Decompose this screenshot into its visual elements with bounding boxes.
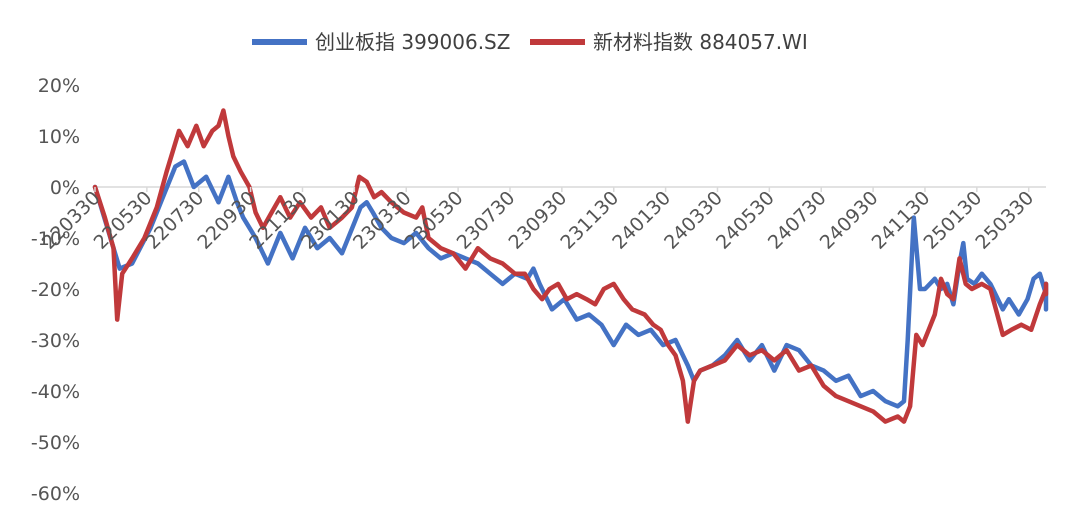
y-tick-label: -10% <box>31 228 80 250</box>
x-axis: 2203302205302207302209302211302301302303… <box>38 187 1039 254</box>
y-tick-label: 0% <box>50 177 80 199</box>
series-line-1 <box>92 159 1049 409</box>
legend-label-2: 新材料指数 884057.WI <box>593 30 808 54</box>
series-line-2 <box>92 108 1049 424</box>
y-tick-label: -20% <box>31 279 80 301</box>
y-tick-label: 10% <box>38 126 80 148</box>
y-tick-label: -60% <box>31 483 80 505</box>
y-axis: 20% 10% 0% -10% -20% -30% -40% -50% -60% <box>31 75 80 505</box>
legend: 创业板指 399006.SZ 新材料指数 884057.WI <box>252 30 808 54</box>
y-tick-label: -40% <box>31 381 80 403</box>
series-layer <box>92 108 1049 424</box>
y-tick-label: 20% <box>38 75 80 97</box>
y-tick-label: -30% <box>31 330 80 352</box>
y-tick-label: -50% <box>31 432 80 454</box>
x-tick-label: 250330 <box>971 187 1038 254</box>
legend-label-1: 创业板指 399006.SZ <box>315 30 510 54</box>
